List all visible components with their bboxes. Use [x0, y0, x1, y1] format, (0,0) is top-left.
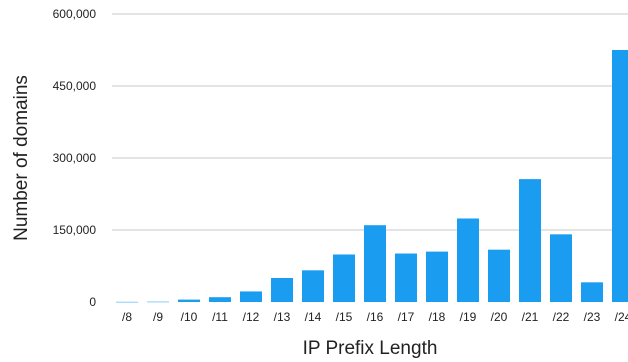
x-tick-label: /16: [367, 310, 384, 324]
y-tick-label: 300,000: [53, 151, 97, 165]
bar: [550, 234, 572, 302]
x-tick-label: /24: [615, 310, 628, 324]
y-axis-title: Number of domains: [11, 75, 32, 241]
x-tick-label: /8: [122, 310, 132, 324]
x-tick-label: /22: [553, 310, 570, 324]
x-tick-label: /23: [584, 310, 601, 324]
x-tick-label: /12: [243, 310, 260, 324]
bar: [612, 50, 628, 302]
bar: [519, 179, 541, 302]
y-tick-label: 150,000: [53, 223, 97, 237]
gridlines: [112, 13, 628, 231]
bar: [581, 282, 603, 302]
x-tick-label: /18: [429, 310, 446, 324]
y-tick-label: 450,000: [53, 79, 97, 93]
x-tick-label: /19: [460, 310, 477, 324]
bar: [364, 225, 386, 302]
bar: [240, 291, 262, 302]
bar: [457, 218, 479, 302]
bar: [426, 251, 448, 302]
x-tick-label: /9: [153, 310, 163, 324]
bar: [271, 278, 293, 302]
bar: [333, 254, 355, 302]
bar: [209, 297, 231, 302]
x-tick-label: /13: [274, 310, 291, 324]
bar: [302, 270, 324, 302]
x-tick-label: /11: [212, 310, 228, 324]
bar: [488, 249, 510, 302]
y-tick-labels: 0 150,000 300,000 450,000 600,000: [53, 7, 97, 309]
y-tick-label: 0: [89, 295, 96, 309]
x-tick-label: /15: [336, 310, 353, 324]
y-tick-label: 600,000: [53, 7, 97, 21]
x-axis-title: IP Prefix Length: [303, 338, 438, 359]
x-tick-label: /14: [305, 310, 322, 324]
bar: [147, 301, 169, 303]
x-tick-label: /21: [522, 310, 539, 324]
bar: [395, 253, 417, 302]
x-tick-label: /20: [491, 310, 508, 324]
bar: [116, 301, 138, 303]
x-tick-label: /10: [181, 310, 198, 324]
bars: [116, 50, 628, 303]
bar: [178, 299, 200, 302]
x-tick-label: /17: [398, 310, 415, 324]
x-tick-labels: /8/9/10/11/12/13/14/15/16/17/18/19/20/21…: [122, 310, 628, 324]
